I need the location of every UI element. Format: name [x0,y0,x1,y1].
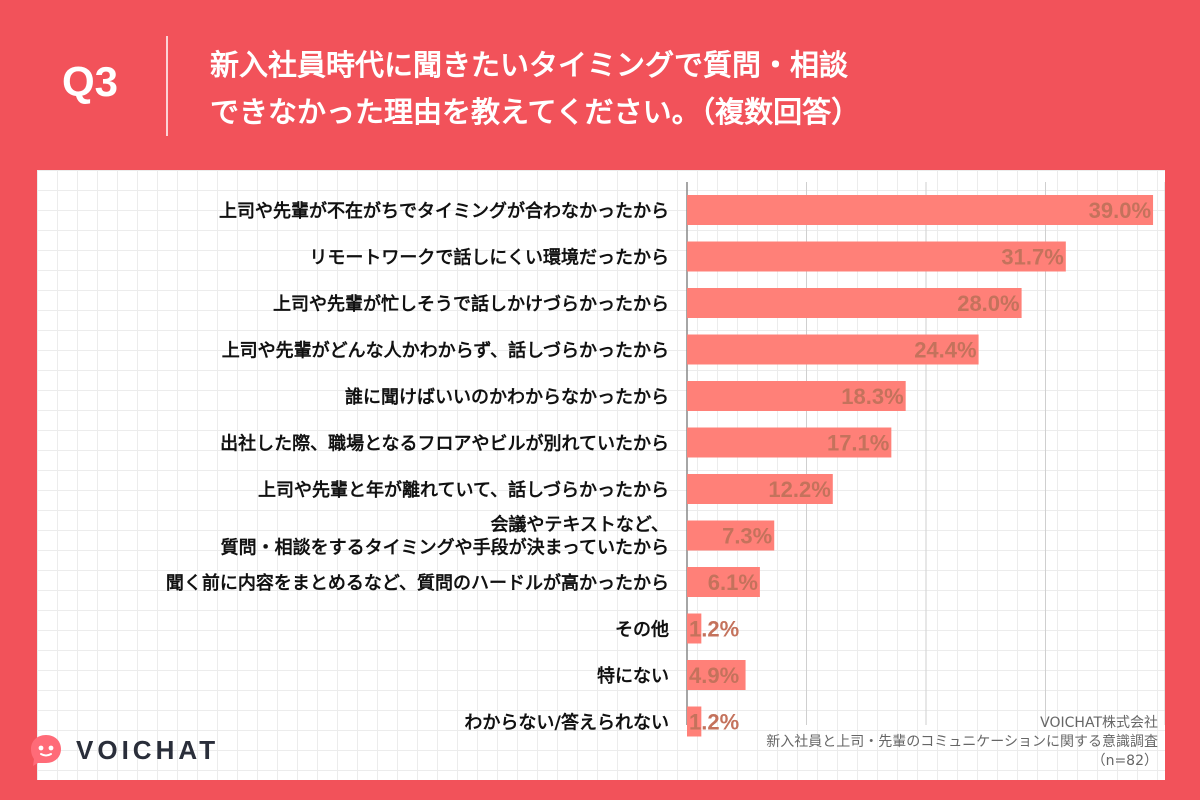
bar [687,427,892,458]
category-label: 上司や先輩と年が離れていて、話しづらかったから [258,479,669,501]
bar [687,660,746,690]
source-survey: 新入社員と上司・先輩のコミュニケーションに関する意識調査 [766,734,1158,750]
category-label: その他 [615,619,669,641]
data-label: 1.2% [689,617,739,642]
question-number: Q3 [62,58,119,105]
bar [687,706,702,737]
category-label: 誰に聞けばいいのかわからなかったから [345,386,669,408]
source-note: VOICHAT株式会社 新入社員と上司・先輩のコミュニケーションに関する意識調査… [766,714,1158,771]
question-title: 新入社員時代に聞きたいタイミングで質問・相談 できなかった理由を教えてください。… [210,42,1170,136]
chart-panel: 39.0% 上司や先輩が不在がちでタイミングが合わなかったから 31.7% リモートワ… [37,170,1165,780]
bar [687,334,979,365]
question-title-line1: 新入社員時代に聞きたいタイミングで質問・相談 [210,48,849,82]
category-label: 聞く前に内容をまとめるなど、質問のハードルが高かったから [166,572,669,594]
category-label: 上司や先輩がどんな人かわからず、話しづらかったから [222,340,669,362]
data-label: 28.0% [957,291,1019,316]
voichat-logo-icon [31,735,61,766]
bar [687,613,702,644]
data-label: 7.3% [722,524,772,549]
bar [687,567,760,597]
bar [687,241,1066,272]
category-label: 上司や先輩が忙しそうで話しかけづらかったから [273,293,669,315]
data-label: 12.2% [768,477,830,502]
category-label: 会議やテキストなど、 [490,514,669,536]
source-company: VOICHAT株式会社 [1040,715,1158,731]
data-label: 18.3% [841,384,903,409]
data-label: 17.1% [827,431,889,456]
data-label: 31.7% [1001,245,1063,270]
voichat-logo: VOICHAT [28,732,219,768]
bar-chart: 39.0% 上司や先輩が不在がちでタイミングが合わなかったから 31.7% リモートワ… [166,182,1165,737]
category-label: わからない/答えられない [464,712,669,734]
bar [687,474,833,504]
data-label: 4.9% [689,663,739,688]
header-divider [166,36,168,136]
bar [687,520,775,551]
data-label: 24.4% [914,338,976,363]
bar [687,195,1154,225]
source-sample: （n=82） [1091,753,1158,769]
voichat-logo-text: VOICHAT [76,734,220,765]
category-label: 質問・相談をするタイミングや手段が決まっていたから [221,537,669,559]
category-label: 出社した際、職場となるフロアやビルが別れていたから [220,433,669,455]
bar [687,381,906,411]
category-label: 上司や先輩が不在がちでタイミングが合わなかったから [219,200,669,222]
question-title-line2: できなかった理由を教えてください。（複数回答） [210,95,861,129]
data-label: 39.0% [1089,198,1151,223]
category-label: 特にない [597,665,669,687]
header: Q3 新入社員時代に聞きたいタイミングで質問・相談 できなかった理由を教えてくだ… [0,0,1200,160]
data-label: 6.1% [708,570,758,595]
bar [687,288,1022,318]
data-label: 1.2% [689,710,739,735]
category-label: リモートワークで話しにくい環境だったから [309,247,669,269]
